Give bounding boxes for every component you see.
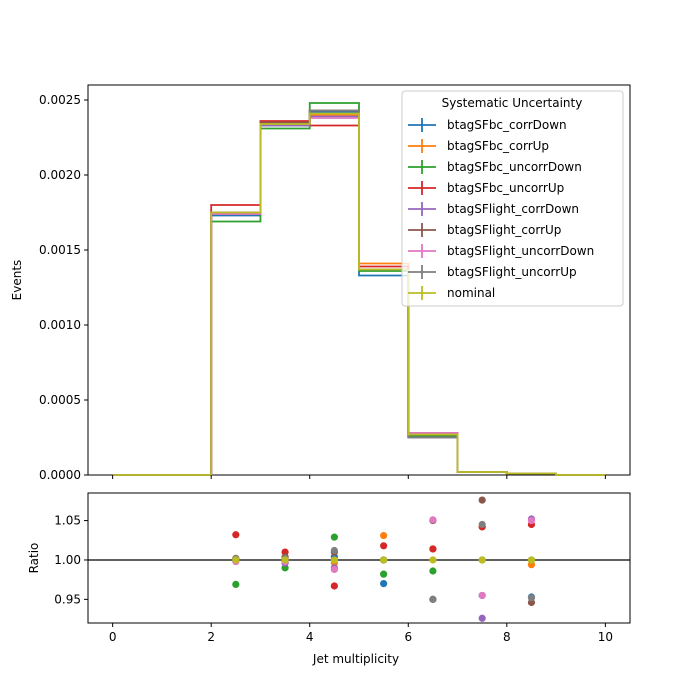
legend-label: btagSFlight_corrDown [447, 202, 579, 216]
main-y-tick-label: 0.0000 [39, 468, 81, 482]
main-x-ticks [112, 475, 606, 479]
legend-label: btagSFlight_uncorrDown [447, 244, 594, 258]
ratio-point-btagSFlight_uncorrDown [527, 516, 536, 525]
ratio-panel: 0.95 1.00 1.05 0 2 4 6 8 10 Ratio Jet multiplic… [27, 492, 631, 666]
legend-entries: btagSFbc_corrDown btagSFbc_corrUp btagSFbc… [408, 118, 594, 300]
ratio-x-tick-label: 4 [306, 630, 314, 644]
x-axis-label: Jet multiplicity [312, 652, 399, 666]
ratio-point-nominal [380, 556, 388, 564]
legend-entry: btagSFbc_uncorrDown [408, 160, 582, 174]
ratio-y-tick-label: 0.95 [54, 592, 81, 606]
ratio-point-nominal [281, 556, 289, 564]
ratio-x-tick-label: 6 [404, 630, 412, 644]
ratio-point-btagSFlight_uncorrUp [527, 594, 536, 602]
legend-label: btagSFlight_uncorrUp [447, 265, 577, 279]
ratio-y-ticks: 0.95 1.00 1.05 [54, 514, 88, 606]
ratio-x-tick-label: 10 [598, 630, 613, 644]
ratio-point-btagSFlight_corrUp [478, 496, 486, 504]
ratio-point-btagSFlight_uncorrUp [478, 520, 486, 529]
main-y-tick-label: 0.0010 [39, 318, 81, 332]
main-plot-frame [87, 84, 631, 476]
ratio-point-nominal [330, 556, 338, 564]
legend-entry: btagSFlight_uncorrDown [408, 244, 594, 258]
ratio-x-ticks: 0 2 4 6 8 10 [109, 623, 613, 644]
ratio-x-tick-label: 0 [109, 630, 117, 644]
legend-entry: btagSFlight_uncorrUp [408, 265, 577, 279]
legend-entry: btagSFlight_corrUp [408, 223, 561, 237]
ratio-x-tick-label: 2 [207, 630, 215, 644]
ratio-point-btagSFlight_uncorrDown [478, 591, 486, 600]
main-y-ticks: 0.0000 0.0005 0.0010 0.0015 0.0020 0.0025 [39, 93, 88, 482]
legend-label: btagSFbc_uncorrDown [447, 160, 582, 174]
ratio-x-tick-label: 8 [503, 630, 511, 644]
legend-label: btagSFbc_corrUp [447, 139, 549, 153]
legend-label: btagSFbc_corrDown [447, 118, 567, 132]
main-y-tick-label: 0.0020 [39, 168, 81, 182]
ratio-point-nominal [478, 556, 486, 564]
ratio-point-btagSFbc_uncorrUp [232, 531, 240, 539]
legend-label: btagSFbc_uncorrUp [447, 181, 564, 195]
ratio-plot-frame [87, 492, 631, 624]
legend-label: nominal [447, 286, 495, 300]
histogram-line-nominal [112, 112, 606, 476]
legend: Systematic Uncertainty btagSFbc_corrDown… [401, 90, 624, 307]
ratio-point-btagSFbc_uncorrUp [380, 542, 388, 550]
ratio-point-btagSFbc_uncorrDown [429, 567, 437, 575]
ratio-point-btagSFlight_corrDown [478, 614, 486, 622]
ratio-point-btagSFlight_uncorrUp [330, 546, 338, 555]
ratio-point-nominal [527, 556, 536, 564]
ratio-point-btagSFlight_uncorrDown [330, 565, 338, 574]
main-y-axis-label: Events [10, 260, 24, 301]
ratio-point-nominal [429, 556, 437, 564]
ratio-point-nominal [232, 556, 240, 564]
ratio-point-btagSFbc_uncorrDown [232, 580, 240, 588]
ratio-y-axis-label: Ratio [27, 543, 41, 574]
histogram-lines [112, 102, 606, 476]
legend-entry: btagSFbc_corrDown [408, 118, 567, 132]
ratio-point-btagSFbc_uncorrUp [330, 582, 338, 590]
legend-entry: nominal [408, 286, 495, 300]
ratio-point-btagSFlight_uncorrDown [429, 516, 437, 524]
ratio-point-btagSFbc_uncorrDown [330, 533, 338, 541]
main-y-tick-label: 0.0005 [39, 393, 81, 407]
ratio-point-btagSFbc_corrUp [380, 531, 388, 540]
main-histogram-panel: 0.0000 0.0005 0.0010 0.0015 0.0020 0.0025 Eve… [10, 84, 631, 482]
ratio-point-btagSFlight_uncorrUp [429, 595, 437, 603]
legend-entry: btagSFbc_corrUp [408, 139, 549, 153]
ratio-point-btagSFbc_corrDown [380, 580, 388, 588]
ratio-point-btagSFbc_uncorrUp [429, 545, 437, 553]
ratio-y-tick-label: 1.00 [54, 553, 81, 567]
ratio-point-btagSFbc_uncorrDown [380, 570, 388, 578]
legend-entry: btagSFbc_uncorrUp [408, 181, 564, 195]
ratio-points [232, 496, 536, 622]
legend-box [401, 90, 624, 307]
ratio-y-tick-label: 1.05 [54, 514, 81, 528]
legend-label: btagSFlight_corrUp [447, 223, 561, 237]
main-y-tick-label: 0.0025 [39, 93, 81, 107]
main-y-tick-label: 0.0015 [39, 243, 81, 257]
legend-title: Systematic Uncertainty [442, 96, 583, 110]
legend-entry: btagSFlight_corrDown [408, 202, 579, 216]
